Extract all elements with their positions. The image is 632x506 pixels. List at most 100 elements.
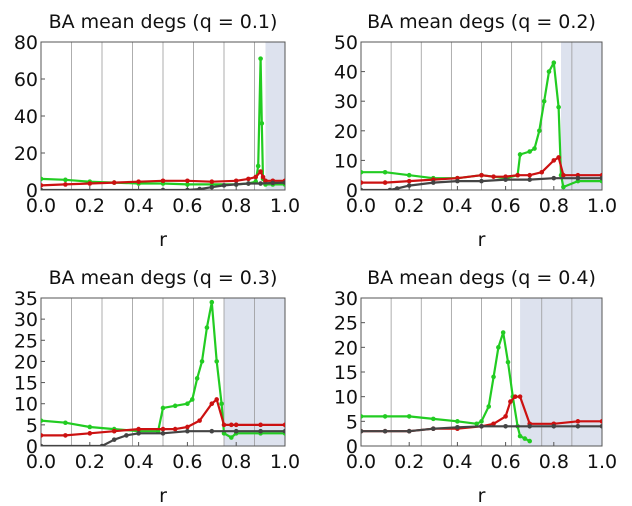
data-point [258,181,263,186]
data-point [508,399,513,404]
series-2 [361,155,602,185]
data-point [455,419,460,424]
data-point [185,178,190,184]
data-point [522,436,528,441]
data-point [87,181,93,186]
x-tick-label: 0.4 [442,451,472,473]
x-tick-label: 0.8 [539,195,569,217]
x-tick-label: 0.6 [490,195,520,217]
data-point [539,169,545,175]
data-point [546,69,552,74]
chart-title: BA mean degs (q = 0.1) [49,11,278,33]
x-tick-label: 0.0 [346,451,376,473]
data-point [209,428,215,434]
y-tick-label: 80 [14,32,38,54]
y-tick-label: 35 [14,288,38,310]
chart-panel-3: BA mean degs (q = 0.3) 0.0 0.2 0.4 0.6 0.8 1.0… [14,267,300,506]
y-tick-label: 5 [26,415,38,437]
series-3 [361,423,602,434]
plot-frame [40,297,286,447]
x-tick-label: 1.0 [587,451,617,473]
data-point [111,180,117,185]
data-point [204,325,210,330]
data-point [382,180,388,185]
series-3 [41,180,285,190]
y-tick-label: 20 [334,121,358,143]
data-point [194,376,200,381]
x-tick-label: 0.2 [394,195,424,217]
x-tick-label: 0.2 [394,451,424,473]
series-line [361,156,602,184]
x-tick-label: 1.0 [587,195,617,217]
data-point [282,180,285,185]
data-point [382,414,388,419]
series-3 [361,175,602,190]
data-point [575,419,581,424]
data-point [527,423,532,429]
x-tick-label: 0.2 [75,451,105,473]
data-point [387,187,393,190]
data-point [479,178,484,184]
data-point [63,177,68,183]
data-point [361,180,364,185]
x-axis-label: r [159,229,167,251]
data-point [599,175,602,181]
data-point [431,180,436,185]
x-tick-label: 0.0 [26,195,56,217]
data-point [599,423,602,429]
data-point [41,433,44,438]
x-tick-label: 1.0 [270,451,300,473]
data-point [219,401,224,407]
y-tick-label: 10 [334,387,358,409]
data-point [575,423,581,429]
data-point [41,176,44,182]
chart-panel-2: BA mean degs (q = 0.2) 0.0 0.2 0.4 0.6 0.8 1.0… [334,11,617,251]
data-point [160,178,166,184]
data-point [361,187,364,190]
data-point [406,414,412,419]
data-point [185,182,190,187]
data-point [263,178,268,184]
data-point [214,359,219,364]
data-point [160,431,166,436]
data-point [172,403,178,409]
data-point [233,182,239,187]
data-point [214,397,219,402]
data-point [99,443,105,446]
data-point [532,146,537,151]
data-point [505,359,511,365]
data-point [282,428,285,434]
y-tick-label: 60 [14,69,38,91]
data-point [503,423,508,429]
data-point [512,394,518,399]
data-point [229,422,234,428]
x-tick-label: 1.0 [270,195,300,217]
y-tick-label: 30 [334,91,358,113]
shaded-region [561,42,602,190]
data-point [361,169,364,175]
y-tick-label: 20 [14,143,38,165]
data-point [561,172,566,178]
y-tick-label: 10 [334,150,358,172]
x-tick-label: 0.4 [123,451,153,473]
data-point [517,394,523,399]
data-point [185,401,190,407]
data-point [361,414,364,419]
data-point [197,418,202,423]
data-point [551,423,557,429]
data-point [258,56,263,61]
data-point [258,169,263,174]
data-point [233,428,239,434]
y-tick-label: 25 [334,313,358,335]
data-point [63,433,68,438]
data-point [63,420,68,426]
data-point [527,177,532,182]
chart-title: BA mean degs (q = 0.3) [49,267,278,289]
data-point [527,438,532,444]
data-point [551,175,557,181]
y-tick-label: 40 [334,62,358,84]
data-point [233,422,239,428]
data-point [527,172,532,178]
data-point [199,359,205,364]
